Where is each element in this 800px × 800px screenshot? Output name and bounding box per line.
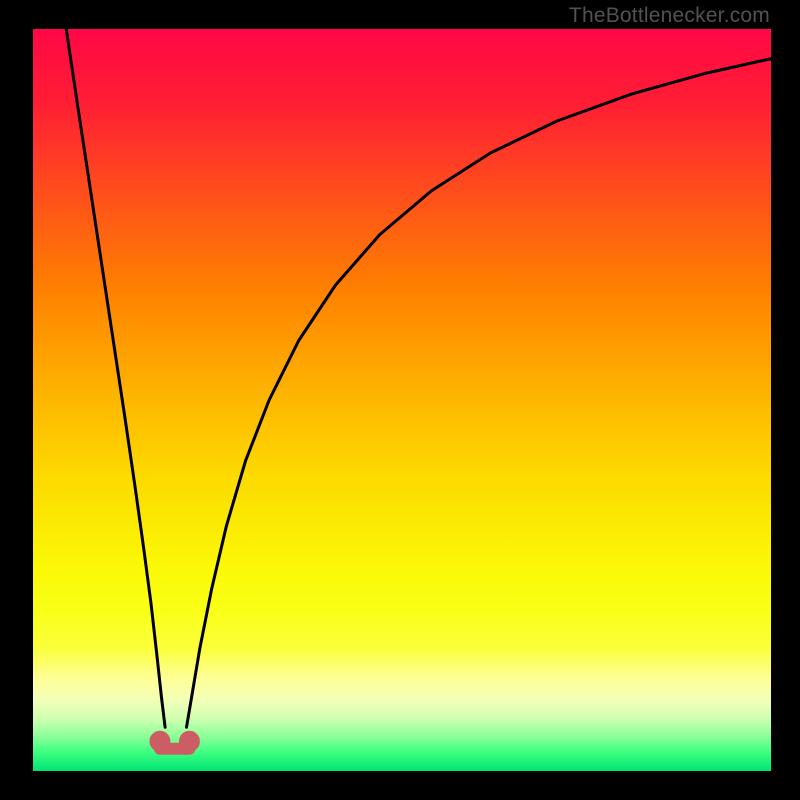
- marker-left: [150, 731, 170, 751]
- curve-right-branch: [187, 59, 771, 728]
- stage: TheBottlenecker.com: [0, 0, 800, 800]
- chart-svg: [33, 29, 771, 771]
- watermark-text: TheBottlenecker.com: [569, 4, 770, 28]
- curve-left-branch: [66, 29, 165, 727]
- marker-right: [179, 731, 199, 751]
- plot-area: [33, 29, 771, 771]
